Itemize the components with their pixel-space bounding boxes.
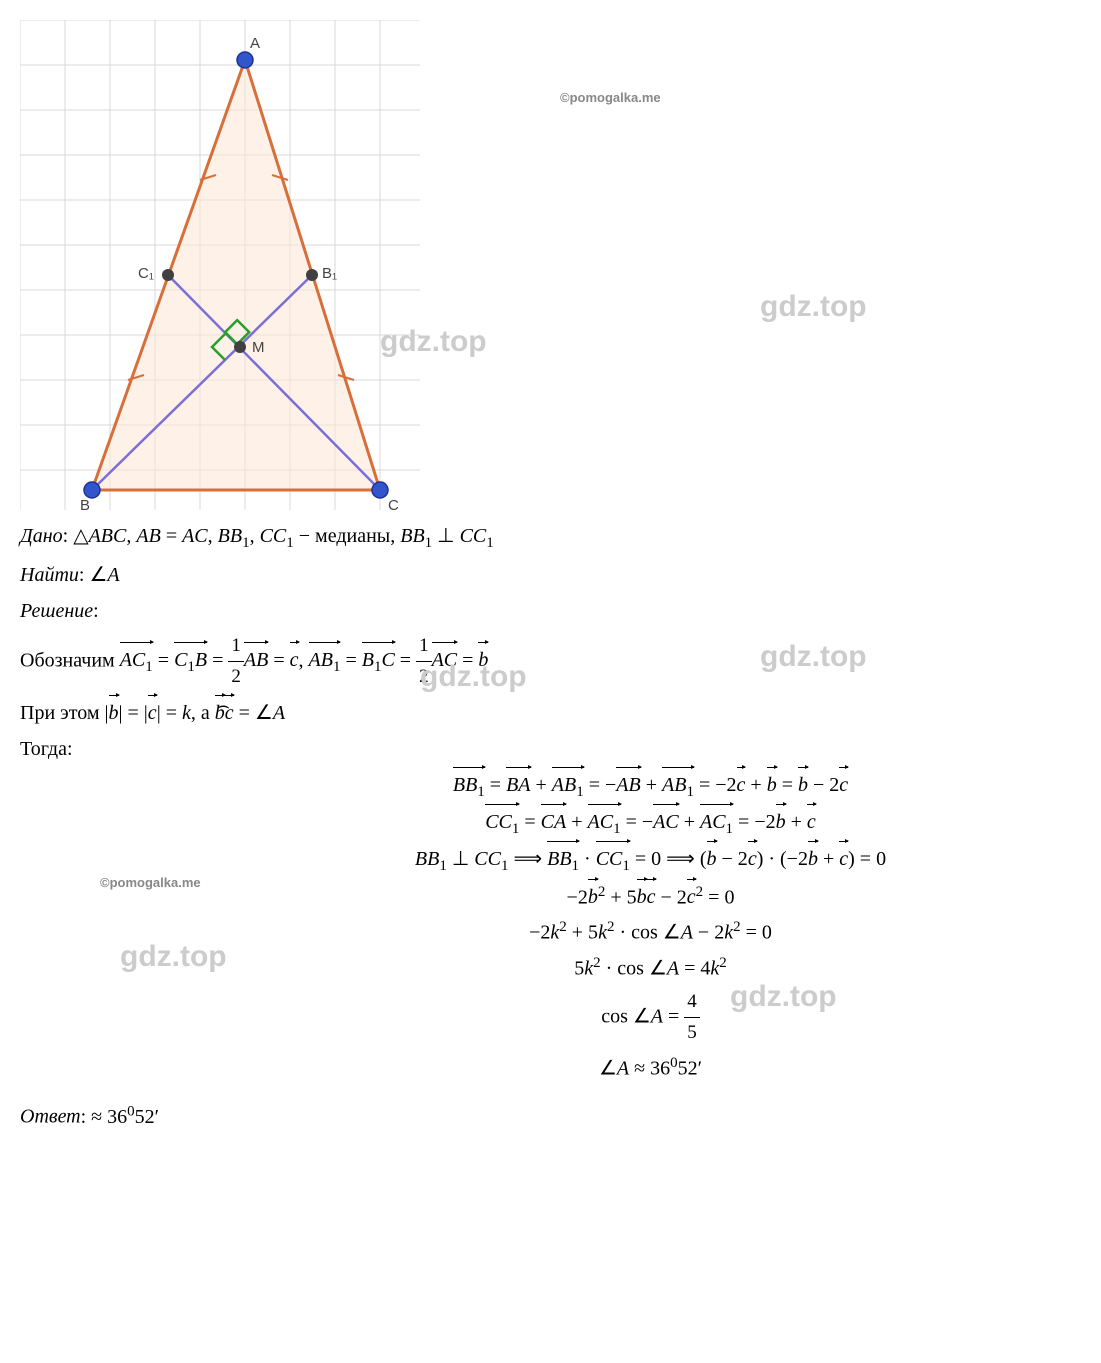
label-m: M: [252, 339, 265, 356]
find-text: : ∠A: [79, 564, 120, 586]
find-line: Найти: ∠A: [20, 559, 1081, 591]
vertex-b: [84, 482, 100, 498]
watermark-pomogalka-1: ©pomogalka.me: [560, 90, 661, 105]
point-b1: [306, 269, 318, 281]
eq3: BB1 ⊥ CC1 ⟹ BB1 · CC1 = 0 ⟹ (b − 2c) · (…: [20, 843, 1081, 878]
vertex-c: [372, 482, 388, 498]
point-c1: [162, 269, 174, 281]
step1: Обозначим AC1 = C1B = 12AB = c, AB1 = B1…: [20, 631, 1081, 693]
answer-label: Ответ: [20, 1106, 81, 1128]
eq8: ∠A ≈ 36052′: [20, 1051, 1081, 1085]
step3: Тогда:: [20, 733, 1081, 765]
label-c: C: [388, 497, 399, 510]
label-b1: B₁: [322, 265, 337, 282]
eq4: −2b2 + 5bc − 2c2 = 0: [20, 880, 1081, 914]
given-text: : △ABC, AB = AC, BB1, CC1 − медианы, BB1…: [63, 525, 494, 547]
answer-line: Ответ: ≈ 36052′: [20, 1099, 1081, 1133]
solution-label-line: Решение:: [20, 595, 1081, 627]
triangle-diagram: A B C C₁ B₁ M: [20, 20, 420, 510]
eq7: cos ∠A = 45: [20, 987, 1081, 1049]
label-a: A: [250, 35, 260, 52]
eq2: CC1 = CA + AC1 = −AC + AC1 = −2b + c: [20, 806, 1081, 841]
answer-text: : ≈ 36052′: [81, 1106, 159, 1128]
point-m: [234, 341, 246, 353]
vertex-a: [237, 52, 253, 68]
solution-block: Дано: △ABC, AB = AC, BB1, CC1 − медианы,…: [20, 520, 1081, 1133]
given-label: Дано: [20, 525, 63, 547]
watermark-gdz-2: gdz.top: [760, 290, 867, 324]
diagram-svg: A B C C₁ B₁ M: [20, 20, 420, 510]
step2: При этом |b| = |c| = k, а ⌢bc = ∠A: [20, 697, 1081, 729]
solution-label: Решение: [20, 600, 93, 622]
eq1: BB1 = BA + AB1 = −AB + AB1 = −2c + b = b…: [20, 769, 1081, 804]
label-b: B: [80, 497, 90, 510]
eq6: 5k2 · cos ∠A = 4k2: [20, 951, 1081, 985]
given-line: Дано: △ABC, AB = AC, BB1, CC1 − медианы,…: [20, 520, 1081, 555]
find-label: Найти: [20, 564, 79, 586]
eq5: −2k2 + 5k2 · cos ∠A − 2k2 = 0: [20, 915, 1081, 949]
label-c1: C₁: [138, 265, 154, 282]
